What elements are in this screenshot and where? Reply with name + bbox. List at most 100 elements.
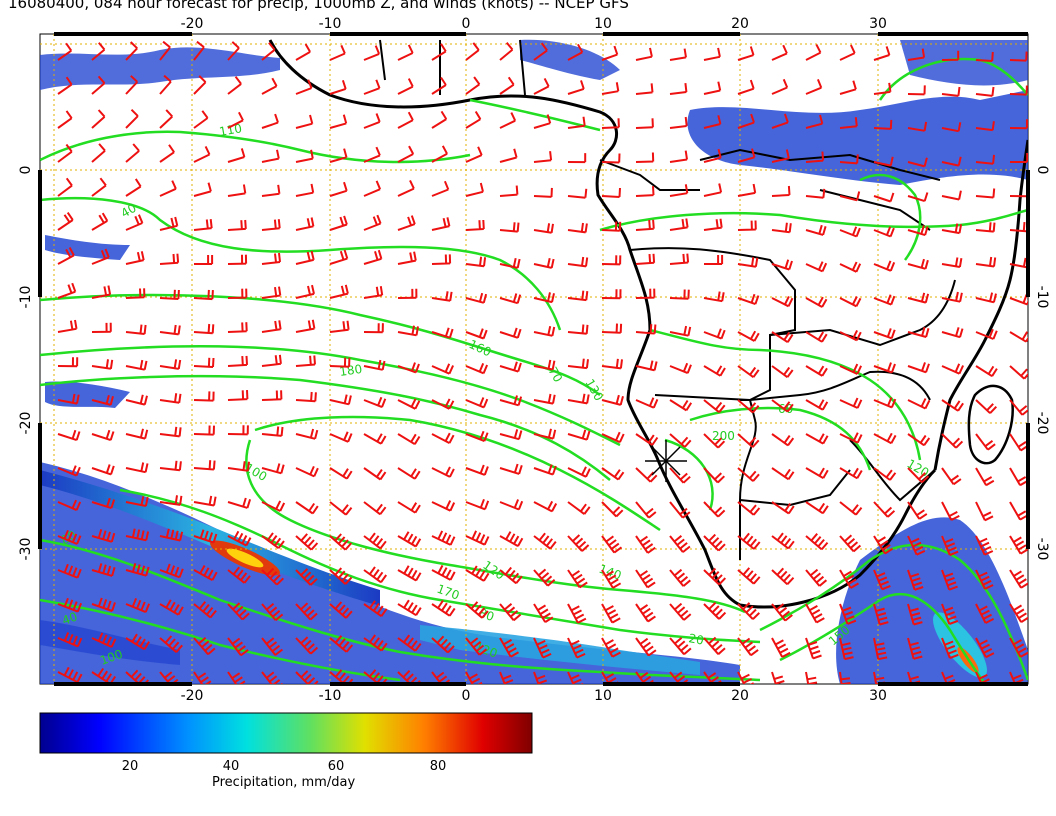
wind-barb bbox=[533, 671, 549, 684]
wind-barb bbox=[1009, 257, 1028, 269]
wind-barb bbox=[703, 399, 726, 413]
lon-tick-label: 0 bbox=[462, 16, 471, 32]
lat-tick-label: -10 bbox=[18, 286, 34, 309]
wind-barb bbox=[975, 51, 994, 62]
wind-barb bbox=[601, 153, 621, 164]
wind-barb bbox=[839, 432, 863, 444]
wind-barb bbox=[159, 324, 181, 336]
wind-barb bbox=[805, 467, 829, 479]
wind-barb bbox=[737, 365, 760, 379]
wind-barb bbox=[57, 247, 75, 265]
wind-barb bbox=[329, 114, 348, 129]
wind-barb bbox=[159, 144, 175, 163]
wind-barb bbox=[703, 328, 726, 340]
wind-barb bbox=[125, 108, 139, 129]
wind-barb bbox=[873, 467, 897, 481]
wind-barb bbox=[91, 563, 116, 577]
wind-barb bbox=[499, 531, 524, 547]
wind-barb bbox=[873, 192, 895, 203]
wind-barb bbox=[601, 255, 622, 266]
wind-barb bbox=[329, 601, 353, 619]
wind-barb bbox=[737, 148, 756, 163]
wind-barb bbox=[567, 324, 589, 335]
wind-barb bbox=[771, 671, 785, 684]
wind-barb bbox=[873, 671, 886, 684]
wind-barbs bbox=[57, 40, 1028, 684]
wind-barb bbox=[975, 121, 995, 132]
wind-barb bbox=[601, 603, 621, 624]
wind-barb bbox=[295, 533, 319, 551]
madagascar bbox=[967, 384, 1014, 465]
wind-barb bbox=[465, 671, 483, 684]
wind-barb bbox=[499, 42, 514, 61]
wind-barb bbox=[227, 111, 244, 129]
wind-barb bbox=[839, 261, 862, 273]
lat-tick-label: -10 bbox=[1034, 286, 1050, 309]
wind-barb bbox=[499, 293, 522, 305]
wind-barb bbox=[533, 42, 548, 61]
colorbar-tick-label: 60 bbox=[327, 759, 345, 774]
wind-barb bbox=[227, 322, 248, 333]
wind-barb bbox=[635, 118, 654, 129]
lon-labels-bottom: -20 -10 0 10 20 30 bbox=[181, 688, 887, 704]
wind-barb bbox=[703, 636, 726, 655]
wind-barb bbox=[737, 330, 760, 342]
wind-barb bbox=[193, 182, 212, 197]
wind-barb bbox=[193, 75, 207, 95]
wind-barb bbox=[907, 637, 923, 660]
wind-barb bbox=[125, 41, 138, 61]
wind-barb bbox=[703, 433, 726, 449]
wind-barb bbox=[873, 156, 894, 167]
wind-barb bbox=[805, 637, 822, 660]
wind-barb bbox=[533, 114, 552, 129]
wind-barb bbox=[975, 365, 998, 378]
wind-barb bbox=[363, 180, 382, 197]
wind-barb bbox=[669, 501, 691, 519]
wind-barb bbox=[193, 40, 205, 61]
wind-barb bbox=[669, 150, 688, 163]
wind-barb bbox=[703, 218, 723, 231]
wind-barb bbox=[363, 532, 387, 550]
wind-barb bbox=[465, 256, 487, 268]
wind-barb bbox=[363, 396, 387, 409]
wind-barb bbox=[499, 112, 517, 129]
wind-barb bbox=[635, 186, 655, 197]
wind-barb bbox=[91, 75, 106, 95]
wind-barb bbox=[397, 251, 417, 265]
wind-barb bbox=[329, 635, 354, 653]
wind-barb bbox=[125, 214, 144, 231]
wind-barb bbox=[261, 149, 280, 163]
wind-barb bbox=[227, 530, 252, 547]
wind-barb bbox=[227, 254, 248, 265]
wind-barb bbox=[125, 75, 139, 95]
wind-barb bbox=[227, 219, 247, 231]
wind-barb bbox=[193, 323, 215, 335]
contour-label: 200 bbox=[712, 429, 735, 443]
wind-barb bbox=[261, 113, 279, 129]
wind-barb bbox=[873, 46, 891, 61]
wind-barb bbox=[1009, 365, 1028, 380]
wind-barb bbox=[669, 289, 690, 300]
wind-barb bbox=[635, 288, 656, 299]
colorbar-tick-label: 80 bbox=[429, 759, 447, 774]
wind-barb bbox=[329, 79, 347, 95]
wind-barb bbox=[873, 226, 895, 238]
wind-barb bbox=[91, 497, 116, 510]
wind-barb bbox=[261, 184, 281, 197]
wind-barb bbox=[533, 325, 556, 337]
wind-barb bbox=[431, 600, 456, 617]
wind-barb bbox=[873, 82, 892, 95]
wind-barb bbox=[499, 185, 519, 197]
wind-barb bbox=[635, 637, 657, 657]
wind-barb bbox=[669, 433, 692, 448]
wind-barb bbox=[499, 361, 522, 373]
wind-barb bbox=[703, 81, 722, 95]
wind-barb bbox=[601, 569, 622, 589]
wind-barb bbox=[329, 181, 348, 197]
wind-barb bbox=[839, 397, 863, 409]
lat-tick-label: -30 bbox=[18, 538, 34, 561]
wind-barb bbox=[295, 183, 315, 197]
wind-barb bbox=[975, 671, 992, 684]
wind-barb bbox=[193, 601, 217, 619]
wind-barb bbox=[227, 566, 251, 584]
